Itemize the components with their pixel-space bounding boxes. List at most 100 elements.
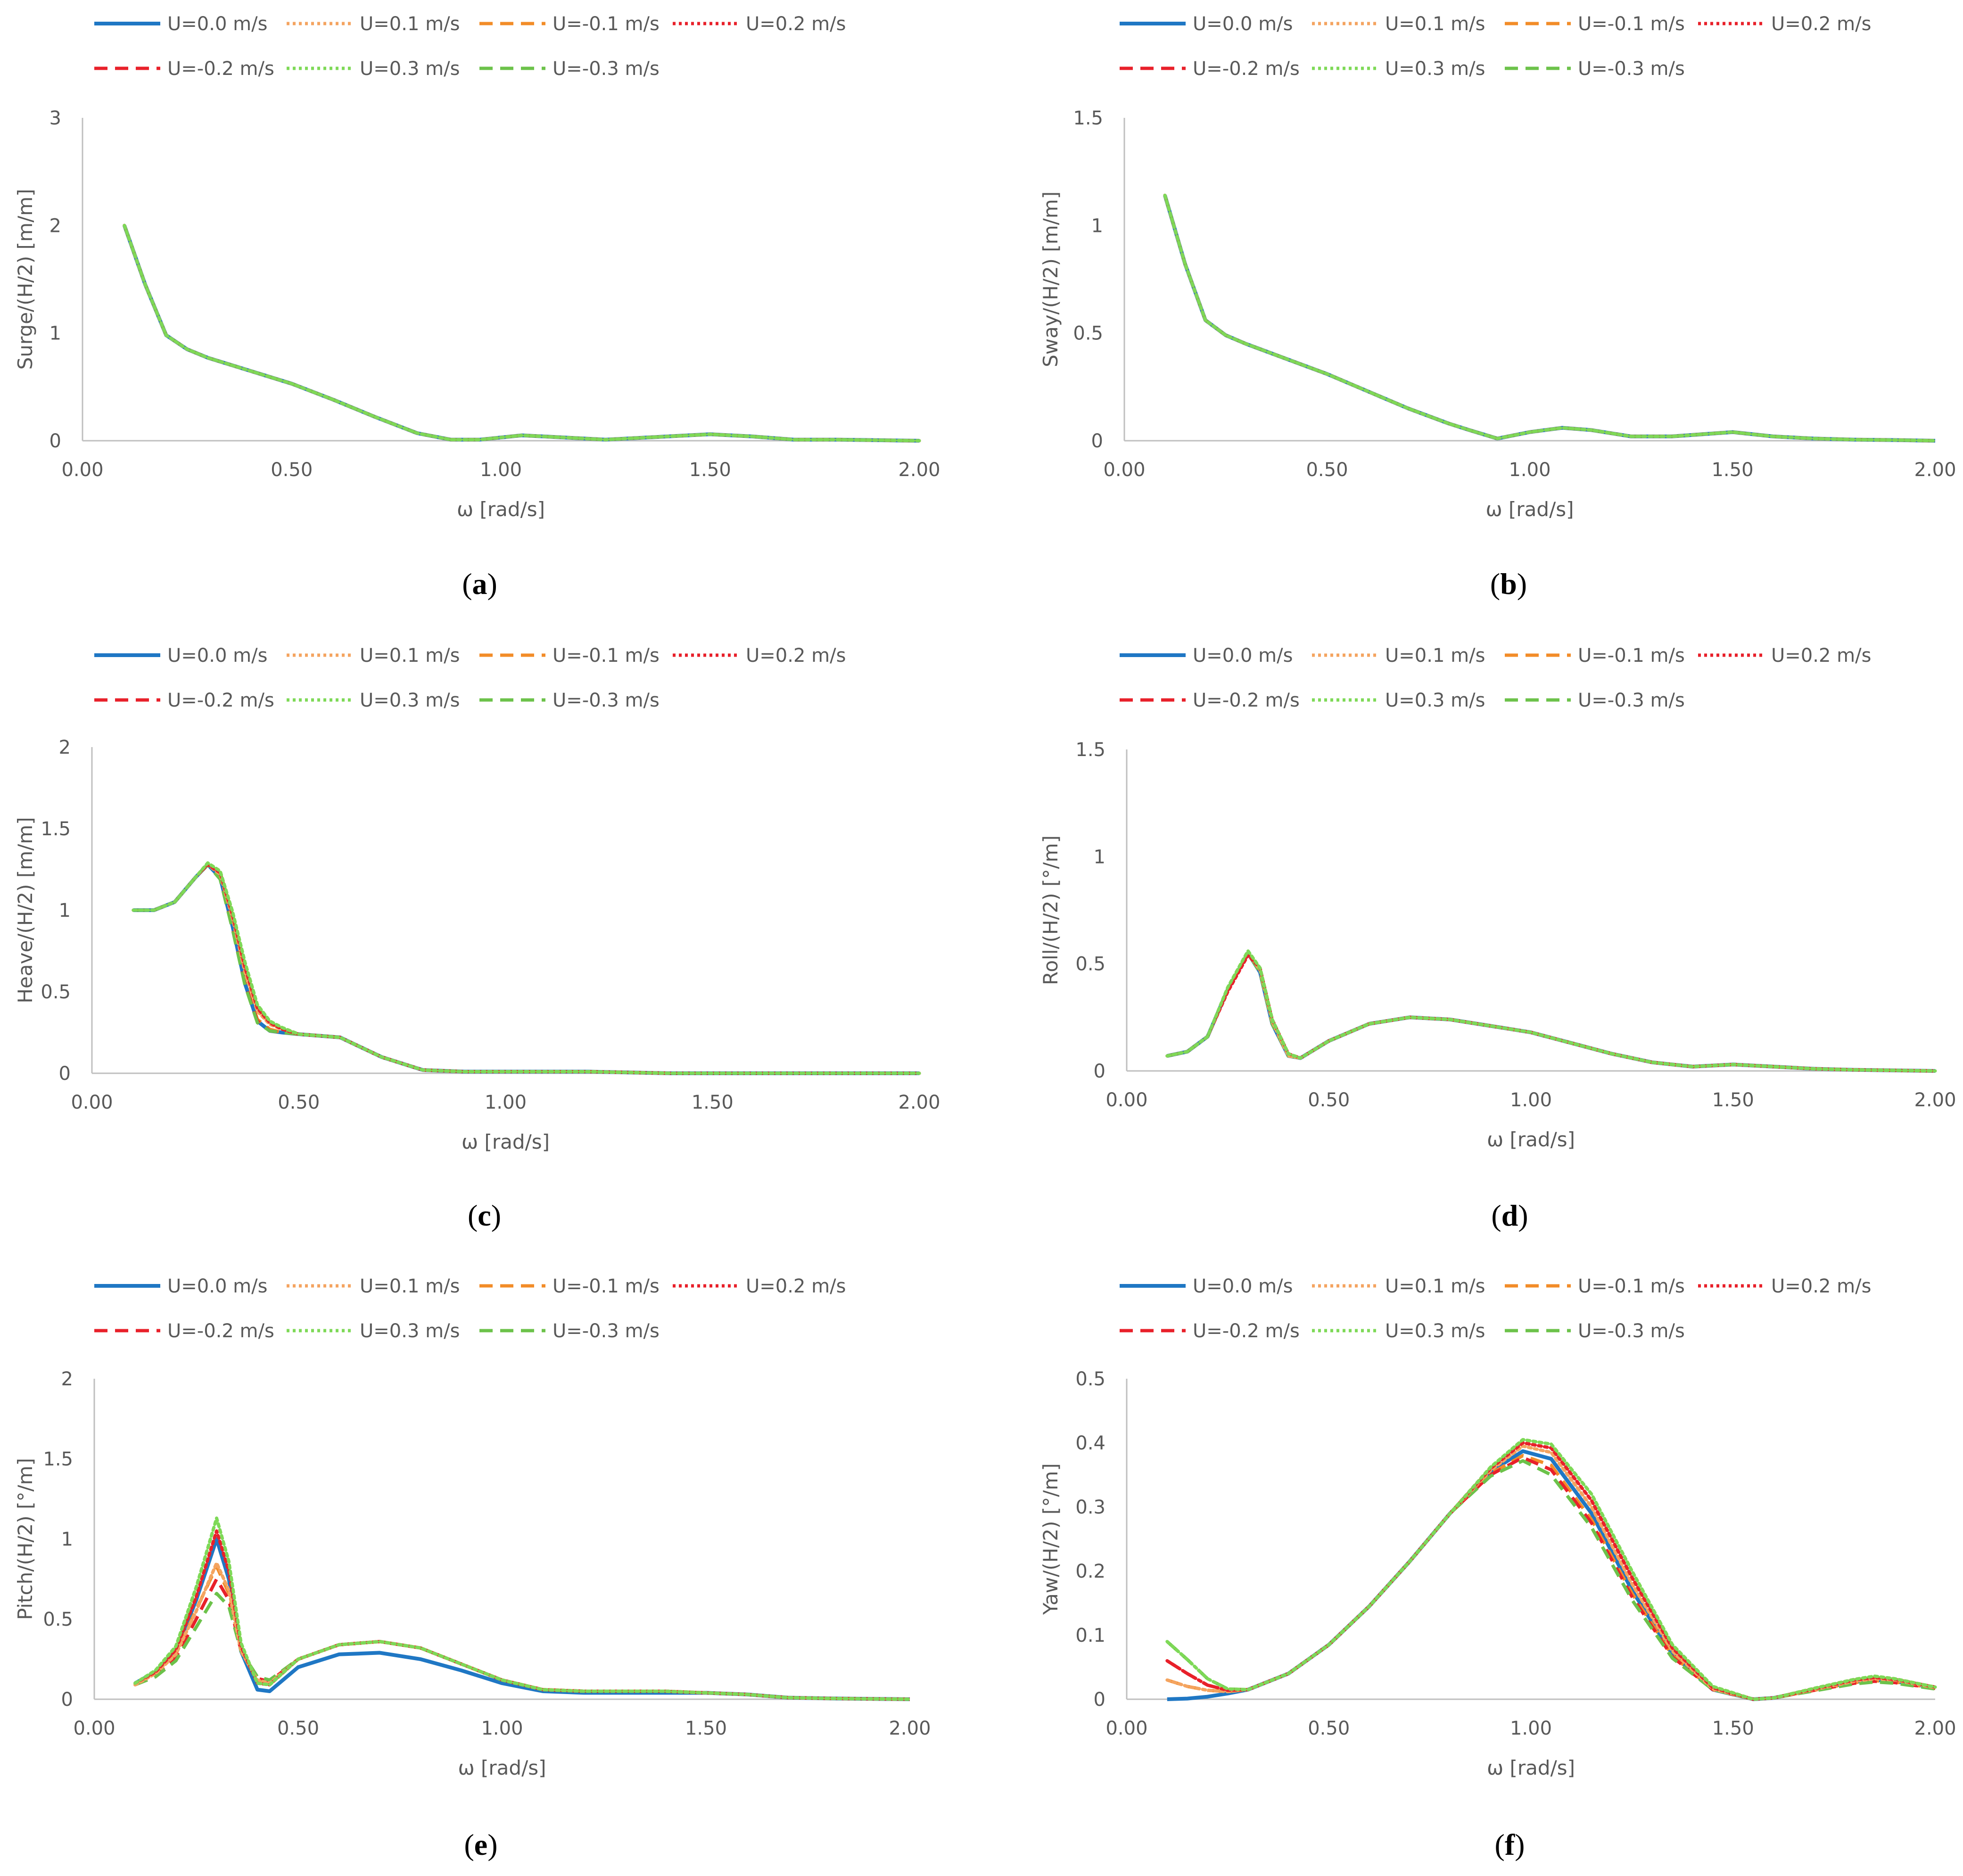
legend-item: U=0.2 m/s <box>673 1275 846 1297</box>
legend-label: U=0.1 m/s <box>1385 1275 1485 1297</box>
series-line-2 <box>1167 951 1936 1073</box>
legend-item: U=0.3 m/s <box>287 58 460 80</box>
legend-label: U=0.3 m/s <box>360 690 460 711</box>
series-line-5 <box>1165 949 1937 1073</box>
y-axis-label: Pitch/(H/2) [°/m] <box>14 1458 37 1620</box>
legend-label: U=0.0 m/s <box>167 1275 267 1297</box>
series-line-1 <box>132 863 921 1075</box>
series-line-2 <box>133 863 919 1075</box>
x-axis-label: ω [rad/s] <box>1486 498 1574 521</box>
y-tick-label: 0.5 <box>43 1609 73 1630</box>
series-line-6 <box>1163 195 1936 443</box>
x-tick-label: 1.50 <box>689 459 731 481</box>
series-line-0 <box>1166 951 1936 1073</box>
series-line-0 <box>133 863 919 1075</box>
legend-label: U=0.0 m/s <box>167 13 267 35</box>
series-line-0 <box>123 224 920 443</box>
series-line-4 <box>1167 951 1936 1073</box>
x-tick-label: 1.50 <box>1711 459 1753 481</box>
x-tick-label: 1.50 <box>685 1718 727 1739</box>
legend-item: U=0.0 m/s <box>94 645 267 666</box>
x-tick-label: 2.00 <box>889 1718 931 1739</box>
legend-label: U=-0.2 m/s <box>1193 58 1300 80</box>
series-line-0 <box>134 1537 910 1701</box>
x-axis-label: ω [rad/s] <box>457 498 545 521</box>
legend-item: U=0.1 m/s <box>287 13 460 35</box>
x-tick-label: 2.00 <box>1914 1718 1956 1739</box>
legend-item: U=0.2 m/s <box>673 645 846 666</box>
y-tick-label: 0.5 <box>41 981 71 1003</box>
y-tick-label: 0.3 <box>1075 1497 1105 1518</box>
legend-item: U=0.2 m/s <box>1698 1275 1871 1297</box>
panel-caption: (d) <box>1491 1199 1528 1232</box>
legend-label: U=0.3 m/s <box>360 58 460 80</box>
y-tick-label: 0 <box>1094 1061 1105 1082</box>
legend-item: U=-0.3 m/s <box>479 58 660 80</box>
y-tick-label: 1 <box>1091 215 1103 237</box>
y-tick-label: 1.5 <box>41 818 71 840</box>
x-tick-label: 1.00 <box>480 459 522 481</box>
series-line-1 <box>1163 193 1937 443</box>
x-axis-label: ω [rad/s] <box>462 1130 550 1153</box>
y-tick-label: 0 <box>61 1689 73 1711</box>
y-tick-label: 2 <box>49 215 61 237</box>
y-tick-label: 1 <box>59 900 71 922</box>
y-tick-label: 0.5 <box>1073 323 1103 345</box>
y-tick-label: 1.5 <box>1075 739 1105 761</box>
legend-label: U=-0.2 m/s <box>1193 690 1300 711</box>
panel-caption: (a) <box>462 567 497 601</box>
series-line-6 <box>123 225 920 443</box>
legend-label: U=0.3 m/s <box>1385 690 1485 711</box>
x-tick-label: 1.00 <box>485 1092 527 1113</box>
x-tick-label: 0.00 <box>73 1718 115 1739</box>
legend-label: U=0.3 m/s <box>360 1320 460 1342</box>
series-line-4 <box>1166 1456 1936 1701</box>
legend-item: U=0.0 m/s <box>1120 1275 1293 1297</box>
legend-label: U=-0.1 m/s <box>1578 1275 1685 1297</box>
legend-item: U=0.3 m/s <box>287 690 460 711</box>
legend-item: U=-0.3 m/s <box>1505 1320 1685 1342</box>
chart-c: U=0.0 m/s U=0.1 m/s U=-0.1 m/s U=0.2 m/s U=-… <box>14 645 940 1232</box>
y-tick-label: 0.5 <box>1075 954 1105 975</box>
series-line-4 <box>1163 195 1936 443</box>
legend-item: U=0.1 m/s <box>287 645 460 666</box>
legend-label: U=0.0 m/s <box>1193 1275 1293 1297</box>
y-axis-label: Surge/(H/2) [m/m] <box>14 189 37 370</box>
legend-item: U=0.2 m/s <box>1698 645 1871 666</box>
legend-label: U=0.2 m/s <box>1771 13 1871 35</box>
legend-label: U=0.1 m/s <box>1385 13 1485 35</box>
legend-label: U=-0.3 m/s <box>553 1320 660 1342</box>
series-line-1 <box>1165 951 1937 1073</box>
legend-label: U=0.2 m/s <box>1771 1275 1871 1297</box>
x-tick-label: 2.00 <box>898 459 940 481</box>
x-tick-label: 2.00 <box>1914 1089 1956 1111</box>
y-tick-label: 3 <box>49 107 61 129</box>
legend-label: U=-0.2 m/s <box>1193 1320 1300 1342</box>
legend-item: U=0.1 m/s <box>1312 1275 1485 1297</box>
legend-label: U=0.2 m/s <box>746 13 846 35</box>
legend-label: U=-0.3 m/s <box>553 58 660 80</box>
x-tick-label: 2.00 <box>1914 459 1956 481</box>
series-line-3 <box>1163 193 1937 443</box>
legend-item: U=0.3 m/s <box>1312 1320 1485 1342</box>
y-tick-label: 1 <box>61 1529 73 1550</box>
y-axis-label: Sway/(H/2) [m/m] <box>1039 191 1062 367</box>
legend-label: U=-0.3 m/s <box>1578 1320 1685 1342</box>
chart-d: U=0.0 m/s U=0.1 m/s U=-0.1 m/s U=0.2 m/s U=-… <box>1039 645 1956 1232</box>
x-tick-label: 0.50 <box>278 1092 320 1113</box>
series-line-3 <box>1165 954 1937 1073</box>
legend-item: U=-0.3 m/s <box>479 1320 660 1342</box>
series-line-4 <box>134 1577 910 1701</box>
y-tick-label: 2 <box>61 1368 73 1390</box>
y-tick-label: 0 <box>59 1063 71 1085</box>
y-tick-label: 0.1 <box>1075 1625 1105 1646</box>
x-tick-label: 1.00 <box>1510 1089 1552 1111</box>
legend-item: U=-0.3 m/s <box>1505 690 1685 711</box>
chart-a: U=0.0 m/s U=0.1 m/s U=-0.1 m/s U=0.2 m/s U=-… <box>14 13 940 601</box>
legend-item: U=-0.1 m/s <box>1505 1275 1685 1297</box>
legend-item: U=0.0 m/s <box>94 1275 267 1297</box>
legend-item: U=0.0 m/s <box>1120 645 1293 666</box>
legend-item: U=-0.1 m/s <box>479 645 660 666</box>
legend-item: U=0.0 m/s <box>94 13 267 35</box>
